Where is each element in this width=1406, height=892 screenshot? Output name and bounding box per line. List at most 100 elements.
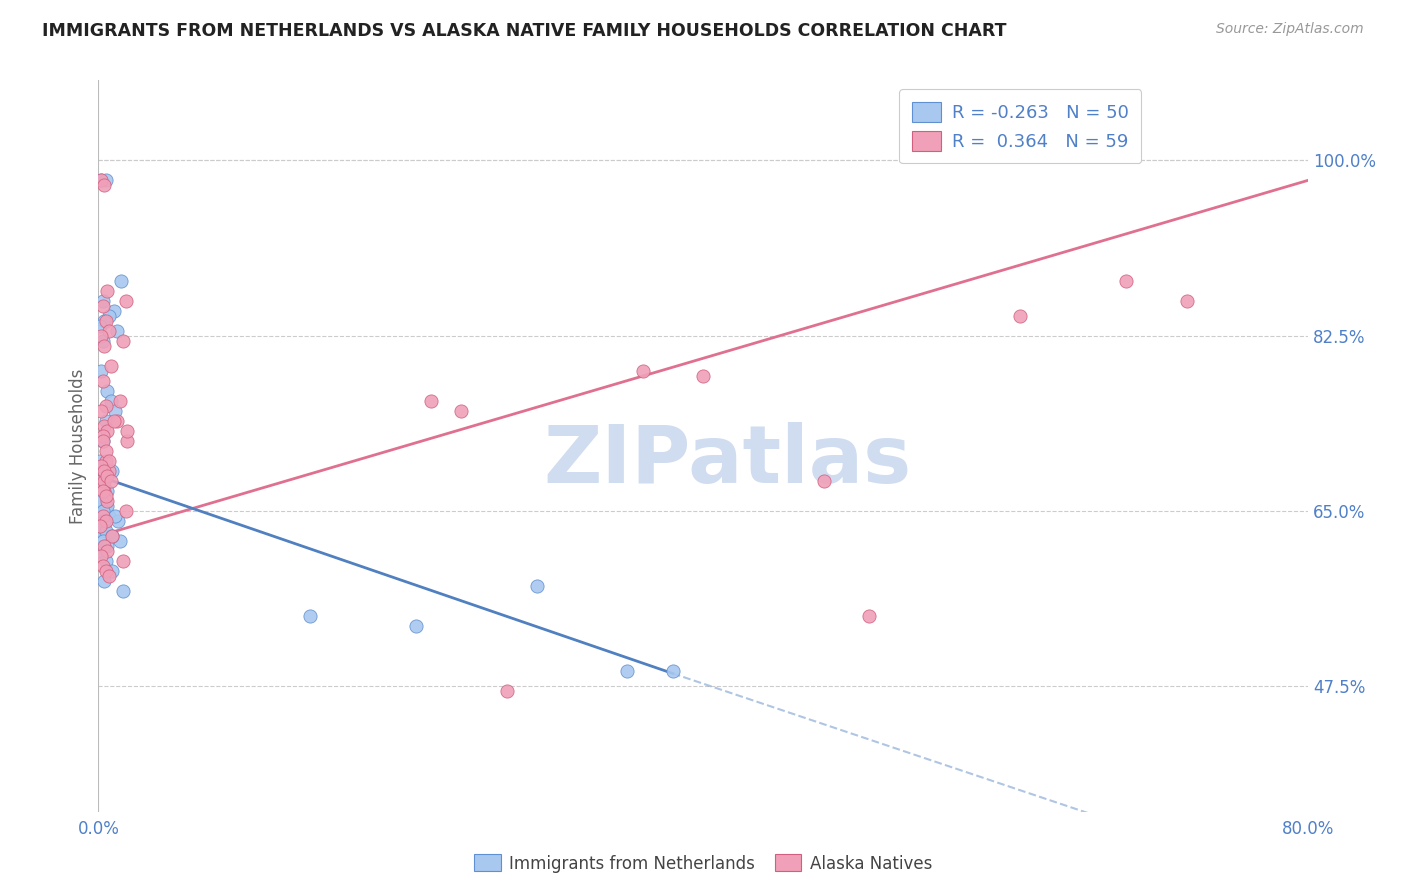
Point (90, 328, 112, 343)
Legend: Immigrants from Netherlands, Alaska Natives: Immigrants from Netherlands, Alaska Nati… (467, 847, 939, 880)
Point (96, 384, 118, 398)
Point (858, 609, 880, 624)
Point (111, 554, 134, 568)
Point (90, 173, 112, 187)
Point (90, 458, 112, 473)
Point (96, 424, 118, 438)
Point (94, 444, 117, 458)
Point (813, 474, 835, 488)
Point (91, 434, 114, 448)
Point (100, 529, 122, 543)
Point (450, 404, 472, 418)
Point (96, 284, 118, 298)
Y-axis label: Family Households: Family Households (69, 368, 87, 524)
Point (108, 534, 131, 549)
Point (93, 474, 115, 488)
Point (98, 509, 121, 524)
Point (104, 509, 127, 524)
Text: ZIPatlas: ZIPatlas (543, 422, 911, 500)
Point (94, 173, 117, 187)
Point (91, 509, 114, 524)
Point (94, 454, 117, 468)
Point (405, 619, 427, 633)
Point (1175, 293, 1198, 308)
Point (96, 539, 118, 553)
Point (115, 434, 138, 448)
Point (90, 404, 112, 418)
Point (91, 534, 114, 549)
Point (108, 393, 131, 408)
Point (91, 559, 114, 574)
Text: Source: ZipAtlas.com: Source: ZipAtlas.com (1216, 22, 1364, 37)
Point (94, 504, 117, 518)
Point (98, 324, 121, 338)
Point (94, 414, 117, 428)
Point (104, 404, 127, 418)
Point (96, 544, 118, 558)
Point (96, 499, 118, 513)
Point (1115, 274, 1137, 288)
Point (94, 489, 117, 503)
Point (90, 549, 112, 564)
Point (111, 334, 134, 348)
Point (93, 574, 115, 589)
Point (93, 464, 115, 478)
Point (89, 519, 111, 533)
Point (526, 579, 548, 593)
Point (91, 374, 114, 388)
Point (91, 434, 114, 448)
Point (96, 484, 118, 499)
Point (93, 484, 115, 499)
Point (93, 314, 115, 328)
Point (89, 519, 111, 533)
Text: IMMIGRANTS FROM NETHERLANDS VS ALASKA NATIVE FAMILY HOUSEHOLDS CORRELATION CHART: IMMIGRANTS FROM NETHERLANDS VS ALASKA NA… (42, 22, 1007, 40)
Point (89, 454, 111, 468)
Point (692, 368, 714, 383)
Point (94, 554, 117, 568)
Point (105, 324, 128, 338)
Point (114, 293, 136, 308)
Point (93, 178, 115, 193)
Point (90, 494, 112, 508)
Legend: R = -0.263   N = 50, R =  0.364   N = 59: R = -0.263 N = 50, R = 0.364 N = 59 (900, 89, 1142, 163)
Point (91, 504, 114, 518)
Point (90, 474, 112, 488)
Point (90, 494, 112, 508)
Point (96, 494, 118, 508)
Point (91, 539, 114, 553)
Point (90, 173, 112, 187)
Point (107, 514, 129, 528)
Point (100, 393, 122, 408)
Point (110, 274, 132, 288)
Point (101, 529, 124, 543)
Point (631, 364, 654, 378)
Point (299, 609, 322, 624)
Point (98, 569, 121, 583)
Point (114, 504, 136, 518)
Point (91, 429, 114, 443)
Point (94, 564, 117, 578)
Point (98, 464, 121, 478)
Point (103, 414, 125, 428)
Point (100, 359, 122, 373)
Point (105, 414, 128, 428)
Point (93, 519, 115, 533)
Point (100, 474, 122, 488)
Point (93, 474, 115, 488)
Point (1010, 309, 1032, 323)
Point (94, 399, 117, 413)
Point (101, 529, 124, 543)
Point (91, 484, 114, 499)
Point (616, 665, 638, 679)
Point (89, 318, 111, 333)
Point (90, 364, 112, 378)
Point (101, 464, 124, 478)
Point (93, 339, 115, 353)
Point (91, 299, 114, 313)
Point (93, 539, 115, 553)
Point (495, 684, 517, 698)
Point (93, 419, 115, 434)
Point (91, 293, 114, 308)
Point (94, 514, 117, 528)
Point (96, 469, 118, 483)
